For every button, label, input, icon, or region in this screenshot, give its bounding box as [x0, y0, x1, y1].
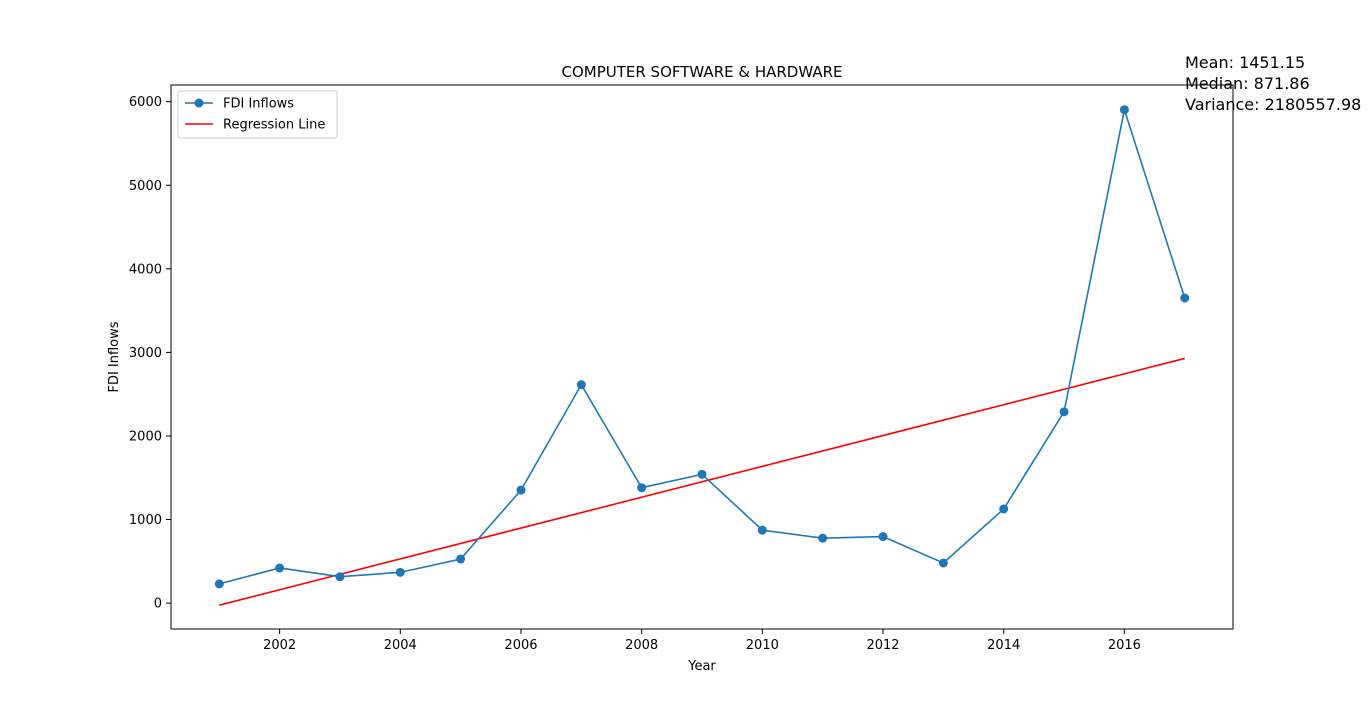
fdi-data-point [275, 563, 285, 573]
fdi-data-point [395, 567, 405, 577]
fdi-data-point [1180, 293, 1190, 303]
x-tick-label: 2016 [1108, 638, 1141, 653]
fdi-data-point [999, 504, 1009, 514]
fdi-data-point [576, 380, 586, 390]
fdi-data-point [757, 525, 767, 535]
y-tick-label: 5000 [129, 179, 162, 194]
x-tick-label: 2012 [866, 638, 899, 653]
fdi-data-point [1119, 105, 1129, 115]
fdi-data-point [818, 533, 828, 543]
x-tick-label: 2004 [384, 638, 417, 653]
fdi-data-point [456, 554, 466, 564]
legend-fdi-label: FDI Inflows [223, 97, 294, 112]
fdi-data-point [938, 558, 948, 568]
chart-title: COMPUTER SOFTWARE & HARDWARE [561, 63, 842, 81]
y-tick-label: 1000 [129, 513, 162, 528]
regression-line [219, 357, 1185, 606]
fdi-data-point [516, 485, 526, 495]
series-layer [214, 105, 1190, 606]
x-tick-label: 2008 [625, 638, 658, 653]
fdi-data-point [637, 483, 647, 493]
plot-area [170, 84, 1234, 630]
legend: FDI Inflows Regression Line [177, 90, 338, 139]
fdi-data-point [214, 579, 224, 589]
y-axis: 0 1000 2000 3000 4000 5000 6000 [129, 95, 171, 612]
stats-mean: Mean: 1451.15 [1185, 53, 1306, 72]
x-axis: 2002 2004 2006 2008 2010 2012 2014 2016 [263, 629, 1141, 653]
x-tick-label: 2006 [504, 638, 537, 653]
fdi-data-point [1059, 407, 1069, 417]
y-axis-label: FDI Inflows [107, 321, 122, 392]
stats-annotation: Mean: 1451.15 Median: 871.86 Variance: 2… [1185, 52, 1361, 115]
legend-fdi-marker [194, 98, 204, 108]
fdi-data-point [335, 572, 345, 582]
fdi-data-point [878, 532, 888, 542]
y-tick-label: 2000 [129, 429, 162, 444]
y-tick-label: 0 [154, 597, 162, 612]
x-tick-label: 2014 [987, 638, 1020, 653]
x-tick-label: 2010 [746, 638, 779, 653]
stats-median: Median: 871.86 [1185, 74, 1310, 93]
y-tick-label: 6000 [129, 95, 162, 110]
legend-regression-label: Regression Line [223, 118, 325, 133]
y-tick-label: 3000 [129, 346, 162, 361]
fdi-data-point [697, 469, 707, 479]
x-axis-label: Year [687, 659, 716, 674]
stats-variance: Variance: 2180557.98 [1185, 95, 1362, 114]
legend-box [177, 90, 338, 139]
y-tick-label: 4000 [129, 262, 162, 277]
x-tick-label: 2002 [263, 638, 296, 653]
